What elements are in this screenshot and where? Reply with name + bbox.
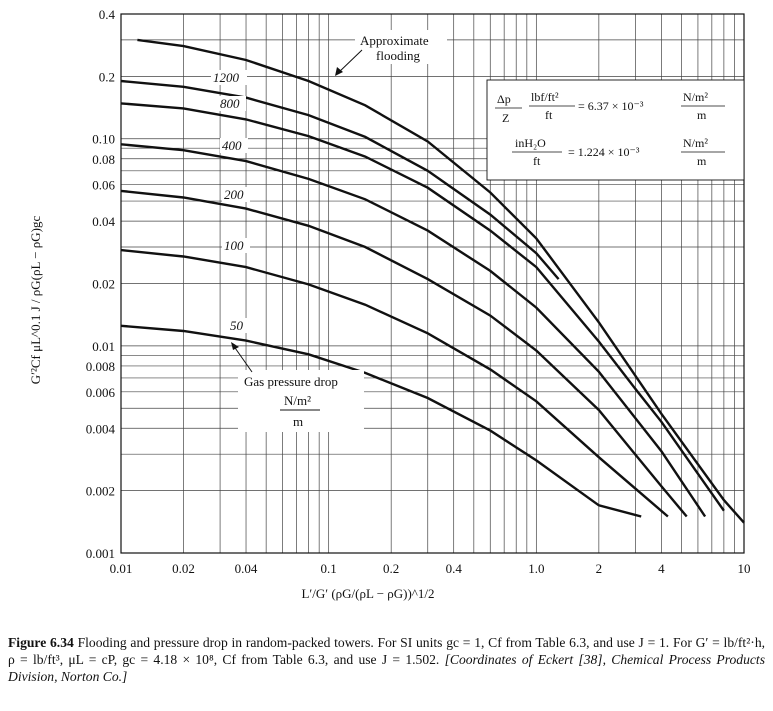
curve-label-bg [211, 70, 247, 85]
conv-r1-eq: = 6.37 × 10⁻³ [578, 99, 644, 113]
flooding-label-line2: flooding [376, 48, 421, 63]
conv-r2-unit-num: inH₂O [515, 136, 546, 150]
y-tick-label: 0.006 [86, 385, 116, 400]
x-tick-label: 0.4 [446, 561, 463, 576]
flooding-label-line1: Approximate [360, 33, 429, 48]
y-tick-label: 0.004 [86, 421, 116, 436]
flooding-curve [137, 38, 745, 524]
conv-r1-unit-num: lbf/ft² [531, 90, 559, 104]
figure-number: Figure 6.34 [8, 635, 74, 650]
x-tick-label: 0.1 [321, 561, 337, 576]
conversion-box: Δp Z lbf/ft² ft = 6.37 × 10⁻³ N/m² m inH… [486, 79, 745, 181]
flooding-pointer-line [336, 49, 363, 75]
y-tick-label: 0.10 [92, 132, 115, 147]
conv-r2-unit-den: ft [533, 154, 541, 168]
curves: 1200 800 400 200 100 50 [120, 38, 745, 524]
y-tick-label: 0.08 [92, 152, 115, 167]
flooding-pointer-arrow [335, 67, 343, 76]
pressure-drop-curve-100 [120, 248, 669, 518]
x-axis-label: L′/G′ (ρG/(ρL − ρG))^1/2 [301, 586, 434, 601]
curve-label-100: 100 [224, 238, 244, 253]
y-axis-label: G′²Cf μL^0.1 J / ρG(ρL − ρG)gc [28, 216, 43, 385]
gas-pd-pointer-arrow [231, 342, 239, 350]
conv-r1-si-den: m [697, 108, 707, 122]
x-tick-label: 10 [738, 561, 751, 576]
conv-r2-si-num: N/m² [683, 136, 708, 150]
curve-label-bg [222, 238, 250, 253]
curve-label-400: 400 [222, 138, 242, 153]
caption-text: Flooding and pressure drop in random-pac… [8, 635, 766, 667]
curve-label-bg [220, 138, 248, 153]
y-tick-label: 0.06 [92, 178, 115, 193]
y-tick-label: 0.008 [86, 359, 115, 374]
curve-label-bg [218, 96, 246, 111]
y-tick-label: 0.02 [92, 277, 115, 292]
x-tick-label: 0.02 [172, 561, 195, 576]
figure-caption: Figure 6.34 Flooding and pressure drop i… [8, 634, 765, 685]
curve-label-50: 50 [230, 318, 244, 333]
pressure-drop-curve-200 [120, 189, 688, 518]
x-tick-label: 2 [596, 561, 603, 576]
conv-r1-si-num: N/m² [683, 90, 708, 104]
pressure-drop-curve-1200 [120, 79, 560, 280]
y-tick-label: 0.4 [99, 7, 116, 22]
flooding-chart: 1200 800 400 200 100 50 0.01 0.02 0.04 0.1 0.2 0.4… [28, 7, 751, 601]
gas-pd-label-line2: N/m² [284, 393, 311, 408]
x-tick-label: 4 [658, 561, 665, 576]
conv-r2-si-den: m [697, 154, 707, 168]
y-tick-label: 0.01 [92, 339, 115, 354]
pressure-drop-curve-800 [120, 102, 725, 512]
gas-pd-label-line3: m [293, 414, 303, 429]
conv-r1-unit-den: ft [545, 108, 553, 122]
curve-label-200: 200 [224, 187, 244, 202]
curve-label-bg [222, 187, 250, 202]
gas-pd-pointer-line [232, 344, 253, 373]
x-tick-label: 0.01 [110, 561, 133, 576]
curve-label-800: 800 [220, 96, 240, 111]
y-tick-label: 0.001 [86, 546, 115, 561]
pressure-drop-curve-50 [120, 324, 642, 518]
y-tick-label: 0.04 [92, 214, 115, 229]
conv-z: Z [502, 111, 509, 125]
tick-labels: 0.01 0.02 0.04 0.1 0.2 0.4 1.0 2 4 10 0.001 0.002 0.… [86, 7, 751, 576]
plot-frame [120, 13, 745, 554]
x-tick-label: 0.2 [383, 561, 399, 576]
curve-label-1200: 1200 [213, 70, 240, 85]
y-tick-label: 0.2 [99, 69, 115, 84]
pressure-drop-curve-400 [120, 143, 707, 518]
curve-label-bg [228, 318, 248, 333]
conv-r2-eq: = 1.224 × 10⁻³ [568, 145, 640, 159]
y-tick-label: 0.002 [86, 484, 115, 499]
x-tick-label: 1.0 [528, 561, 544, 576]
caption-citation: [Coordinates of Eckert [38], Chemical Pr… [8, 652, 765, 684]
x-tick-label: 0.04 [235, 561, 258, 576]
gas-pd-label-line1: Gas pressure drop [244, 374, 338, 389]
conv-dp: Δp [497, 92, 511, 106]
